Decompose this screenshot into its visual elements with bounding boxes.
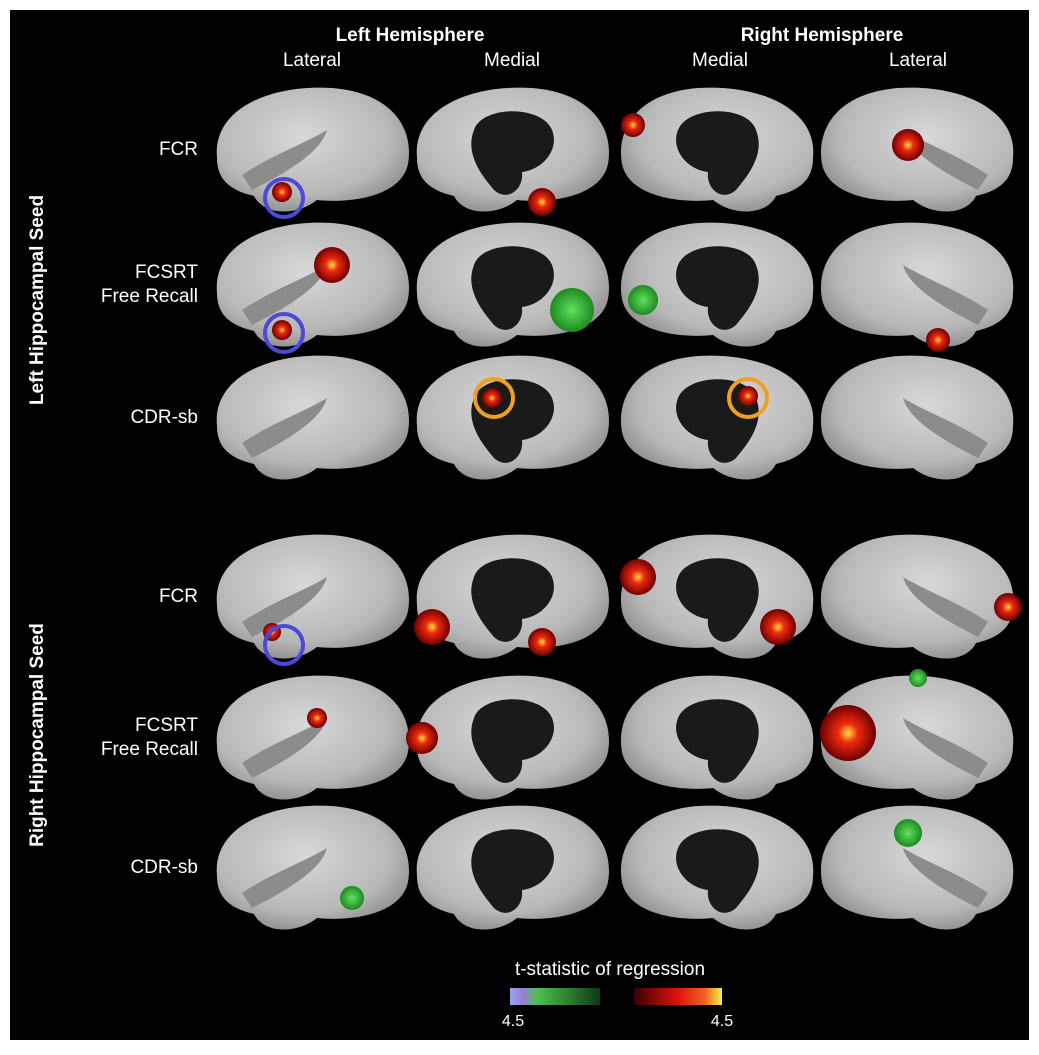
sulcus <box>242 398 327 458</box>
midline <box>676 246 759 330</box>
midline <box>471 246 554 330</box>
highlight-ring <box>263 312 305 354</box>
activation <box>272 182 292 202</box>
brain-view <box>216 355 410 480</box>
brain-view <box>216 675 410 800</box>
colorbar-title: t-statistic of regression <box>515 959 705 980</box>
midline <box>471 699 554 783</box>
midline <box>471 829 554 913</box>
activation <box>528 628 556 656</box>
activation <box>909 669 927 687</box>
sulcus <box>903 577 988 637</box>
brain-view <box>820 534 1022 659</box>
colorbar-label: 4.5 <box>711 1013 733 1030</box>
activation <box>414 609 450 645</box>
brain-view <box>620 355 814 480</box>
row-label: CDR-sb <box>130 857 198 878</box>
activation <box>482 388 502 408</box>
brain-view <box>416 355 610 480</box>
activation <box>738 386 758 406</box>
activation <box>628 285 658 315</box>
sulcus <box>903 848 988 908</box>
midline <box>471 111 554 195</box>
view-label: Medial <box>484 50 540 71</box>
activation <box>550 288 594 332</box>
highlight-ring <box>727 377 769 419</box>
colorbar-positive <box>634 988 722 1005</box>
sulcus <box>242 577 327 637</box>
row-label: CDR-sb <box>130 407 198 428</box>
row-label: FCR <box>159 139 198 160</box>
brain-view <box>620 805 814 930</box>
row-label: Free Recall <box>101 286 198 307</box>
midline <box>676 558 759 642</box>
sulcus <box>242 718 327 778</box>
sulcus <box>242 848 327 908</box>
highlight-ring <box>473 377 515 419</box>
colorbar-label: 4.5 <box>502 1013 524 1030</box>
brain-view <box>620 534 814 659</box>
activation <box>528 188 556 216</box>
activation <box>406 722 438 754</box>
brain-view <box>216 534 410 666</box>
brain-view <box>416 805 610 930</box>
brain-view <box>416 222 610 347</box>
sulcus <box>903 718 988 778</box>
activation <box>314 247 350 283</box>
activation <box>820 705 876 761</box>
activation <box>994 593 1022 621</box>
brain-view <box>414 534 610 659</box>
activation <box>894 819 922 847</box>
row-label: FCSRT <box>135 715 198 736</box>
view-label: Lateral <box>283 50 341 71</box>
sulcus <box>242 130 327 190</box>
brain-view <box>820 87 1014 212</box>
brain-view <box>620 675 814 800</box>
row-label: Free Recall <box>101 739 198 760</box>
row-label: FCSRT <box>135 262 198 283</box>
group-title: Right Hemisphere <box>741 25 904 46</box>
sulcus <box>903 130 988 190</box>
highlight-ring <box>263 177 305 219</box>
brain-view <box>216 805 410 930</box>
sulcus <box>242 265 327 325</box>
brain-view <box>620 87 814 212</box>
seed-label: Right Hippocampal Seed <box>27 623 48 847</box>
brain-view <box>820 355 1014 480</box>
brain-view <box>620 222 814 347</box>
midline <box>676 111 759 195</box>
brain-view <box>820 222 1014 352</box>
brain-view <box>216 87 410 219</box>
midline <box>676 379 759 463</box>
activation <box>892 129 924 161</box>
activation <box>340 886 364 910</box>
brain-view <box>820 669 1014 800</box>
activation <box>307 708 327 728</box>
activation <box>760 609 796 645</box>
row-label: FCR <box>159 586 198 607</box>
brain-view <box>416 87 610 216</box>
midline <box>471 558 554 642</box>
sulcus <box>903 265 988 325</box>
sulcus <box>903 398 988 458</box>
colorbar-negative <box>510 988 600 1005</box>
group-title: Left Hemisphere <box>336 25 485 46</box>
activation <box>926 328 950 352</box>
view-label: Lateral <box>889 50 947 71</box>
view-label: Medial <box>692 50 748 71</box>
midline <box>676 829 759 913</box>
brain-view <box>216 222 410 354</box>
midline <box>676 699 759 783</box>
brain-view <box>820 805 1014 930</box>
activation <box>272 320 292 340</box>
seed-label: Left Hippocampal Seed <box>27 195 48 405</box>
highlight-ring <box>263 624 305 666</box>
brain-view <box>406 675 610 800</box>
activation <box>620 559 656 595</box>
activation <box>621 113 645 137</box>
